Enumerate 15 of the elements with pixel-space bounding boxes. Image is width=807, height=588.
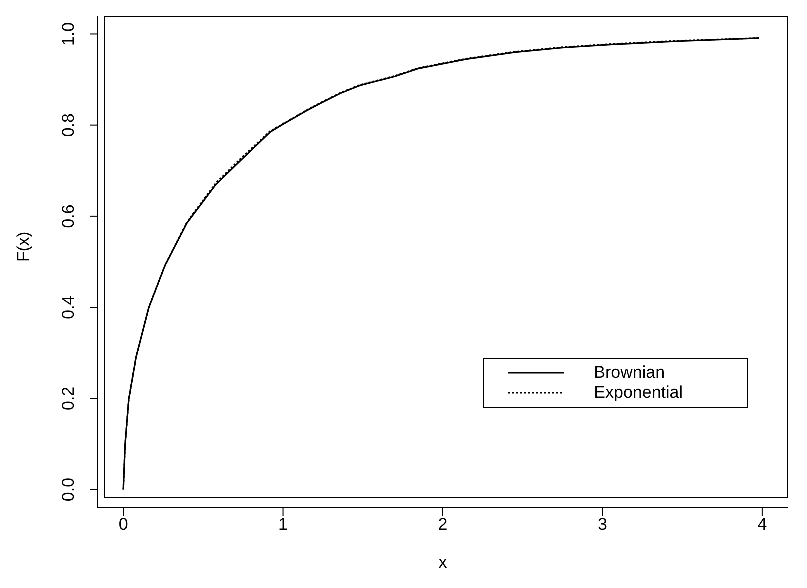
x-tick-label: 1	[278, 515, 288, 534]
y-tick-label: 0.2	[59, 386, 78, 410]
legend-label: Exponential	[594, 383, 683, 403]
y-axis-title: F(x)	[14, 232, 34, 262]
y-tick-label: 0.6	[59, 204, 78, 228]
y-tick-label: 0.8	[59, 114, 78, 138]
x-tick-label: 0	[118, 515, 128, 534]
y-tick-label: 0.4	[59, 296, 78, 320]
x-tick-label: 2	[438, 515, 448, 534]
x-tick-label: 3	[598, 515, 608, 534]
x-tick-label: 4	[758, 515, 768, 534]
y-tick-label: 0.0	[59, 478, 78, 502]
x-axis-title: x	[438, 553, 448, 572]
legend-label: Brownian	[594, 363, 666, 383]
y-tick-label: 1.0	[59, 22, 78, 46]
